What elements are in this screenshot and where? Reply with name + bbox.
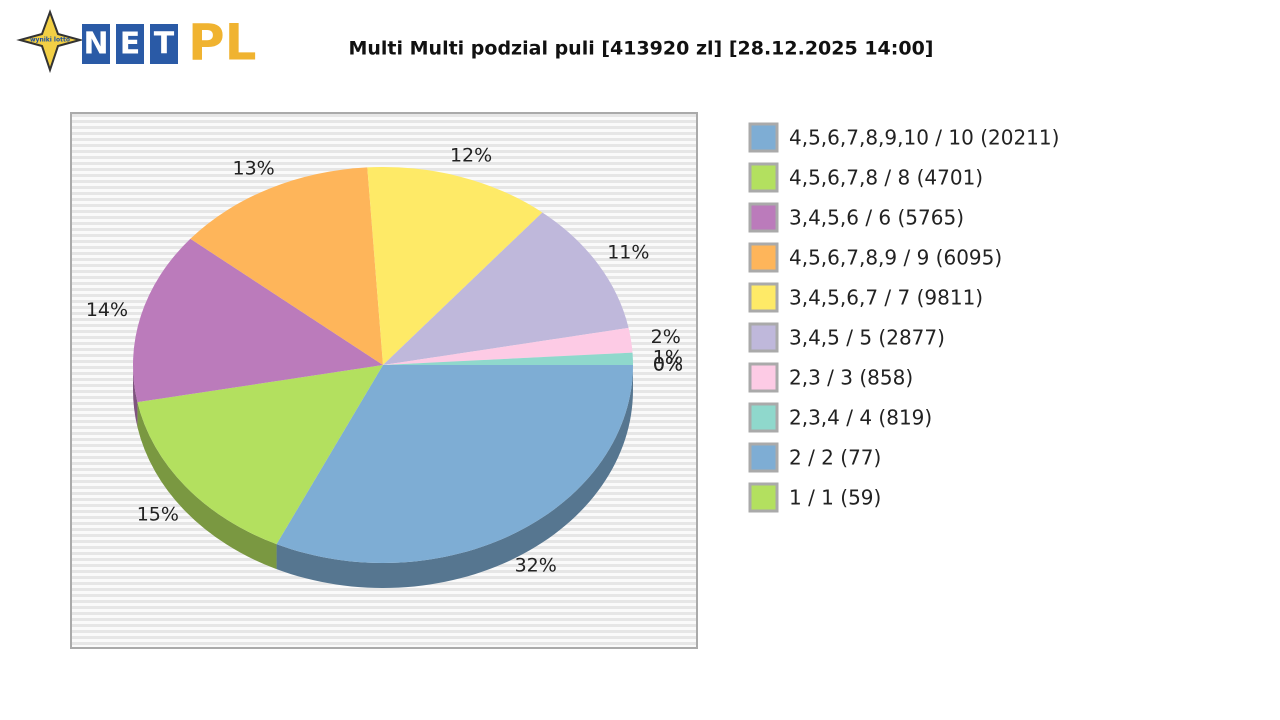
slice — [133, 238, 383, 403]
logo-star — [16, 9, 84, 74]
slice — [137, 365, 383, 545]
slice — [383, 327, 633, 365]
legend-label: 2 / 2 (77) — [789, 446, 881, 470]
slice-side — [133, 365, 138, 428]
legend-swatch — [748, 442, 779, 473]
legend-swatch — [748, 242, 779, 273]
legend-label: 4,5,6,7,8 / 8 (4701) — [789, 166, 983, 190]
legend-swatch — [748, 282, 779, 313]
legend-label: 3,4,5,6,7 / 7 (9811) — [789, 286, 983, 310]
legend-label: 1 / 1 (59) — [789, 486, 881, 510]
logo-letter: T — [154, 27, 175, 62]
logo-box — [116, 24, 144, 64]
logo-suffix: PL — [188, 14, 257, 72]
legend-label: 2,3 / 3 (858) — [789, 366, 913, 390]
chart-title: Multi Multi podzial puli [413920 zl] [28… — [348, 38, 933, 60]
data-label: 2% — [651, 326, 681, 348]
legend-swatch — [748, 162, 779, 193]
data-label: 1% — [653, 347, 683, 369]
legend-swatch — [748, 362, 779, 393]
slice — [190, 167, 383, 365]
slice-side — [137, 402, 277, 570]
slice — [276, 365, 633, 563]
legend-swatch — [748, 122, 779, 153]
legend-swatch — [748, 482, 779, 513]
legend-swatch — [748, 322, 779, 353]
slice-side — [276, 365, 633, 588]
data-label: 12% — [450, 144, 492, 166]
legend-swatch — [748, 202, 779, 233]
logo: wyniki lotto N E T PL — [16, 9, 257, 74]
data-label: 15% — [137, 503, 179, 525]
logo-letter: N — [83, 27, 108, 62]
legend-label: 2,3,4 / 4 (819) — [789, 406, 932, 430]
data-label: 32% — [515, 554, 557, 576]
legend-label: 4,5,6,7,8,9 / 9 (6095) — [789, 246, 1002, 270]
logo-letter: E — [120, 27, 141, 62]
data-label: 0% — [653, 354, 683, 376]
data-label: 14% — [86, 299, 128, 321]
data-label: 0% — [653, 354, 683, 376]
data-label: 11% — [607, 242, 649, 264]
legend-label: 3,4,5 / 5 (2877) — [789, 326, 945, 350]
slice — [383, 352, 633, 365]
slice — [367, 167, 543, 365]
legend-label: 3,4,5,6 / 6 (5765) — [789, 206, 964, 230]
data-label: 13% — [232, 157, 274, 179]
legend-label: 4,5,6,7,8,9,10 / 10 (20211) — [789, 126, 1059, 150]
logo-box — [82, 24, 110, 64]
logo-box — [150, 24, 178, 64]
slice — [383, 212, 629, 365]
legend-swatch — [748, 402, 779, 433]
logo-star-text: wyniki lotto — [30, 37, 70, 44]
